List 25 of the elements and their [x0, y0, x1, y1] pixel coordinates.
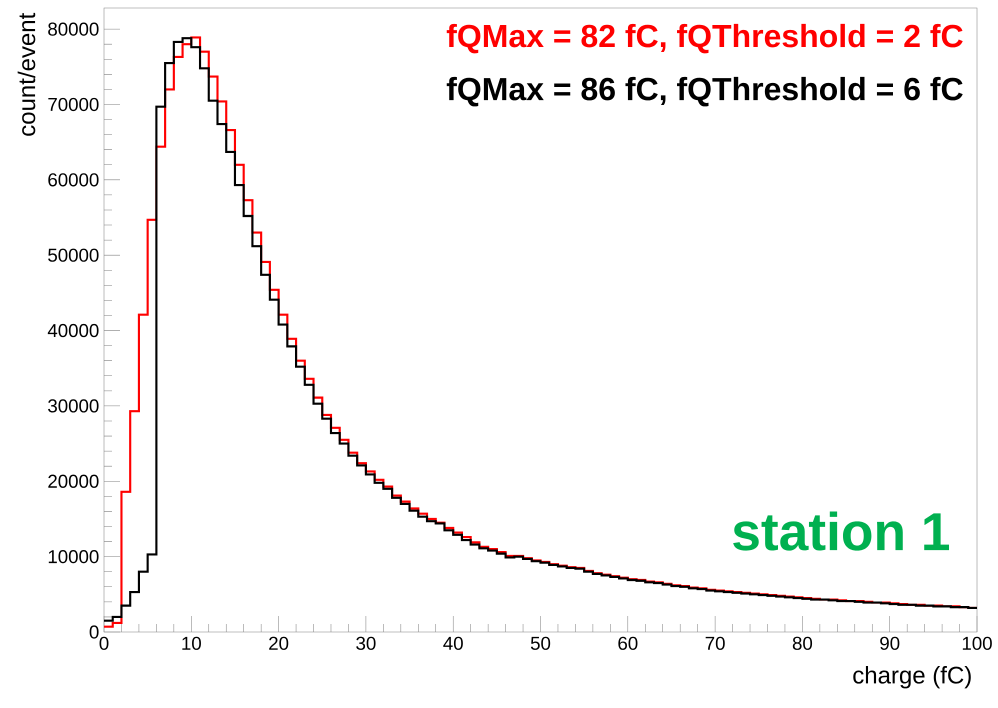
y-tick-label: 0 — [90, 625, 99, 639]
y-tick-label: 30000 — [48, 399, 99, 413]
text: fQMax = 82 fC, fQThreshold = 2 fC — [446, 24, 963, 54]
x-axis-title: charge (fC) — [853, 666, 971, 688]
y-tick-label: 50000 — [48, 248, 99, 262]
y-tick-label: 10000 — [48, 550, 99, 564]
y-tick-label: 20000 — [48, 474, 99, 488]
x-tick-label: 0 — [100, 636, 108, 650]
y-tick-label: 80000 — [48, 22, 99, 36]
x-tick-label: 40 — [443, 636, 463, 650]
x-tick-label: 70 — [706, 636, 725, 650]
x-tick-label: 30 — [356, 636, 376, 650]
x-tick-label: 10 — [182, 636, 201, 650]
x-tick-label: 100 — [962, 636, 992, 650]
text: fQMax = 86 fC, fQThreshold = 6 fC — [446, 76, 963, 106]
y-tick-label: 60000 — [48, 173, 99, 186]
x-tick-label: 20 — [269, 636, 288, 650]
y-axis-title: count/event — [18, 12, 36, 136]
annotation: station 1 — [733, 511, 950, 551]
x-tick-label: 80 — [792, 636, 812, 650]
x-tick-label: 90 — [880, 636, 900, 650]
y-tick-label: 40000 — [48, 324, 99, 338]
x-tick-label: 50 — [530, 636, 550, 650]
y-tick-label: 70000 — [48, 98, 99, 112]
x-tick-label: 60 — [618, 636, 638, 650]
